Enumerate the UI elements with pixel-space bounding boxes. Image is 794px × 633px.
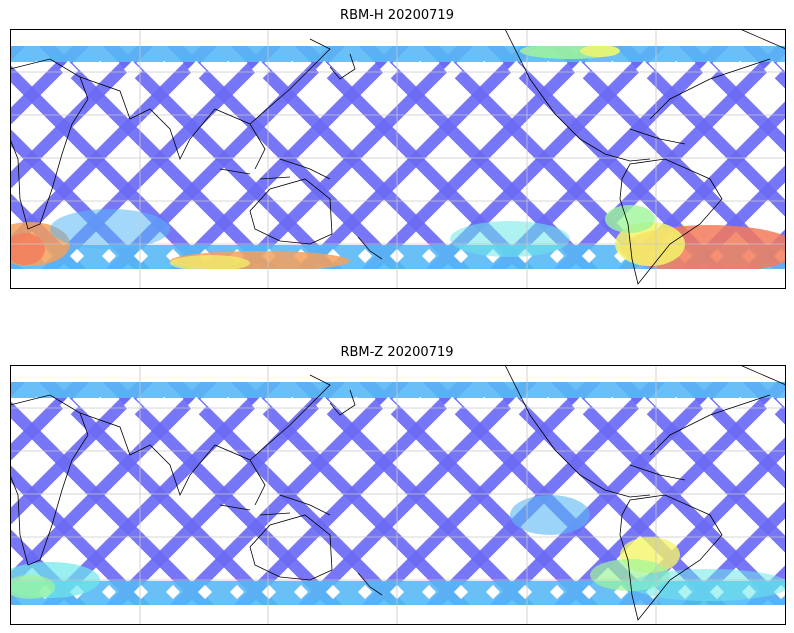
- coastline-path: [249, 374, 331, 461]
- coastline-path: [357, 236, 383, 260]
- value-patch: [630, 569, 786, 601]
- coastline-path: [604, 153, 651, 162]
- coastline-path: [10, 58, 89, 230]
- coastline-path: [249, 514, 333, 581]
- graticule: [10, 365, 786, 625]
- coastline-path: [504, 29, 606, 155]
- map-title: RBM-Z 20200719: [340, 345, 454, 360]
- polar-band-north: [10, 46, 786, 62]
- value-patch: [10, 575, 55, 599]
- coastline-path: [79, 76, 191, 161]
- map-plot-rbm-z: [10, 365, 786, 625]
- value-patch: [170, 255, 250, 269]
- value-patch: [510, 495, 590, 535]
- map-frame: [10, 365, 786, 625]
- polar-band-north: [10, 382, 786, 398]
- coastline-path: [739, 29, 786, 50]
- coastline-path: [629, 128, 686, 145]
- coastlines: [10, 365, 786, 621]
- coastline-path: [219, 158, 331, 180]
- coastline-path: [249, 178, 333, 245]
- value-patch: [605, 205, 655, 233]
- coastline-path: [649, 58, 771, 120]
- coastline-path: [329, 53, 356, 80]
- coastline-path: [357, 572, 383, 596]
- coastlines: [10, 29, 786, 285]
- coastline-path: [629, 464, 686, 481]
- coastline-path: [219, 494, 331, 516]
- coastline-path: [79, 412, 191, 497]
- coastline-path: [249, 38, 331, 125]
- graticule: [10, 29, 786, 289]
- coastline-path: [10, 394, 89, 566]
- map-title: RBM-H 20200719: [340, 8, 454, 23]
- map-frame: [10, 29, 786, 289]
- coastline-path: [739, 365, 786, 386]
- coastline-path: [329, 389, 356, 416]
- value-patch: [450, 221, 570, 257]
- coastline-path: [504, 365, 606, 491]
- value-patch: [10, 233, 45, 265]
- value-patch: [50, 209, 170, 249]
- coastline-path: [619, 494, 723, 621]
- coastline-path: [619, 158, 723, 285]
- map-plot-rbm-h: [10, 29, 786, 289]
- coastline-path: [604, 489, 651, 498]
- value-patch: [580, 46, 620, 57]
- coastline-path: [649, 394, 771, 456]
